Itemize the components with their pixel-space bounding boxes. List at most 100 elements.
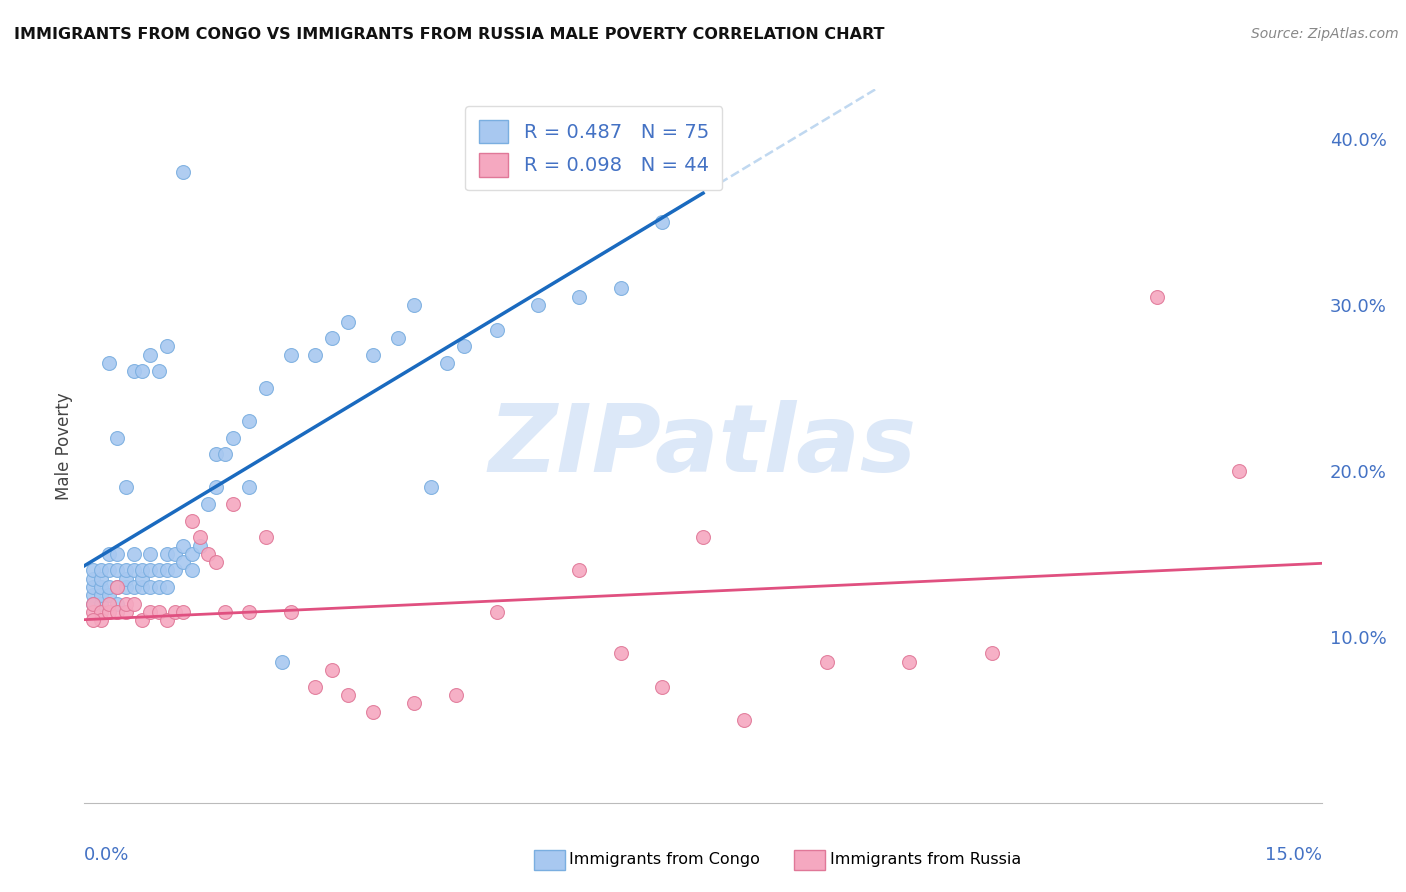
Point [98,547,121,561]
Point [692,530,714,544]
Point [131,364,153,378]
Text: 15.0%: 15.0% [1264,846,1322,863]
Point [105,580,128,594]
Point [453,339,475,353]
Point [98,356,121,370]
Point [172,165,194,179]
Y-axis label: Male Poverty: Male Poverty [55,392,73,500]
Point [222,431,245,445]
Point [122,364,145,378]
Point [205,447,228,461]
Legend: R = 0.487   N = 75, R = 0.098   N = 44: R = 0.487 N = 75, R = 0.098 N = 44 [465,106,723,191]
Point [105,597,128,611]
Point [139,605,162,619]
Point [98,597,121,611]
Point [122,547,145,561]
Point [165,605,187,619]
Point [148,580,170,594]
Point [131,613,153,627]
Point [815,655,838,669]
Point [105,605,128,619]
Point [404,298,426,312]
Point [254,381,277,395]
Point [436,356,458,370]
Point [609,281,631,295]
Point [105,564,128,578]
Point [444,688,467,702]
Point [214,447,236,461]
Point [387,331,409,345]
Point [82,588,104,602]
Point [90,605,112,619]
Point [172,539,194,553]
Point [131,572,153,586]
Point [172,605,194,619]
Point [280,348,302,362]
Point [114,605,136,619]
Point [337,688,360,702]
Point [205,481,228,495]
Point [82,580,104,594]
Point [214,605,236,619]
Point [114,580,136,594]
Point [139,564,162,578]
Point [1227,464,1250,478]
Point [361,348,384,362]
Point [114,564,136,578]
Point [304,348,326,362]
Point [82,613,104,627]
Point [105,547,128,561]
Point [485,323,508,337]
Point [188,539,211,553]
Point [114,572,136,586]
Point [105,580,128,594]
Point [361,705,384,719]
Point [139,547,162,561]
Text: Immigrants from Russia: Immigrants from Russia [830,853,1021,867]
Point [419,481,441,495]
Point [271,655,294,669]
Point [156,339,179,353]
Point [131,564,153,578]
Point [527,298,550,312]
Point [156,613,179,627]
Point [304,680,326,694]
Point [238,605,260,619]
Point [139,580,162,594]
Point [180,564,202,578]
Point [90,564,112,578]
Point [188,530,211,544]
Point [148,605,170,619]
Point [651,680,673,694]
Point [98,580,121,594]
Point [90,597,112,611]
Point [82,605,104,619]
Point [222,497,245,511]
Point [98,588,121,602]
Point [82,564,104,578]
Point [114,597,136,611]
Point [148,564,170,578]
Point [337,314,360,328]
Point [165,564,187,578]
Point [105,431,128,445]
Point [156,547,179,561]
Point [90,613,112,627]
Point [280,605,302,619]
Point [197,547,219,561]
Point [156,580,179,594]
Point [321,331,343,345]
Point [122,580,145,594]
Text: 0.0%: 0.0% [84,846,129,863]
Point [122,564,145,578]
Point [238,414,260,428]
Text: ZIPatlas: ZIPatlas [489,400,917,492]
Point [651,215,673,229]
Point [321,663,343,677]
Point [180,547,202,561]
Point [254,530,277,544]
Point [82,572,104,586]
Point [238,481,260,495]
Point [733,713,755,727]
Point [82,597,104,611]
